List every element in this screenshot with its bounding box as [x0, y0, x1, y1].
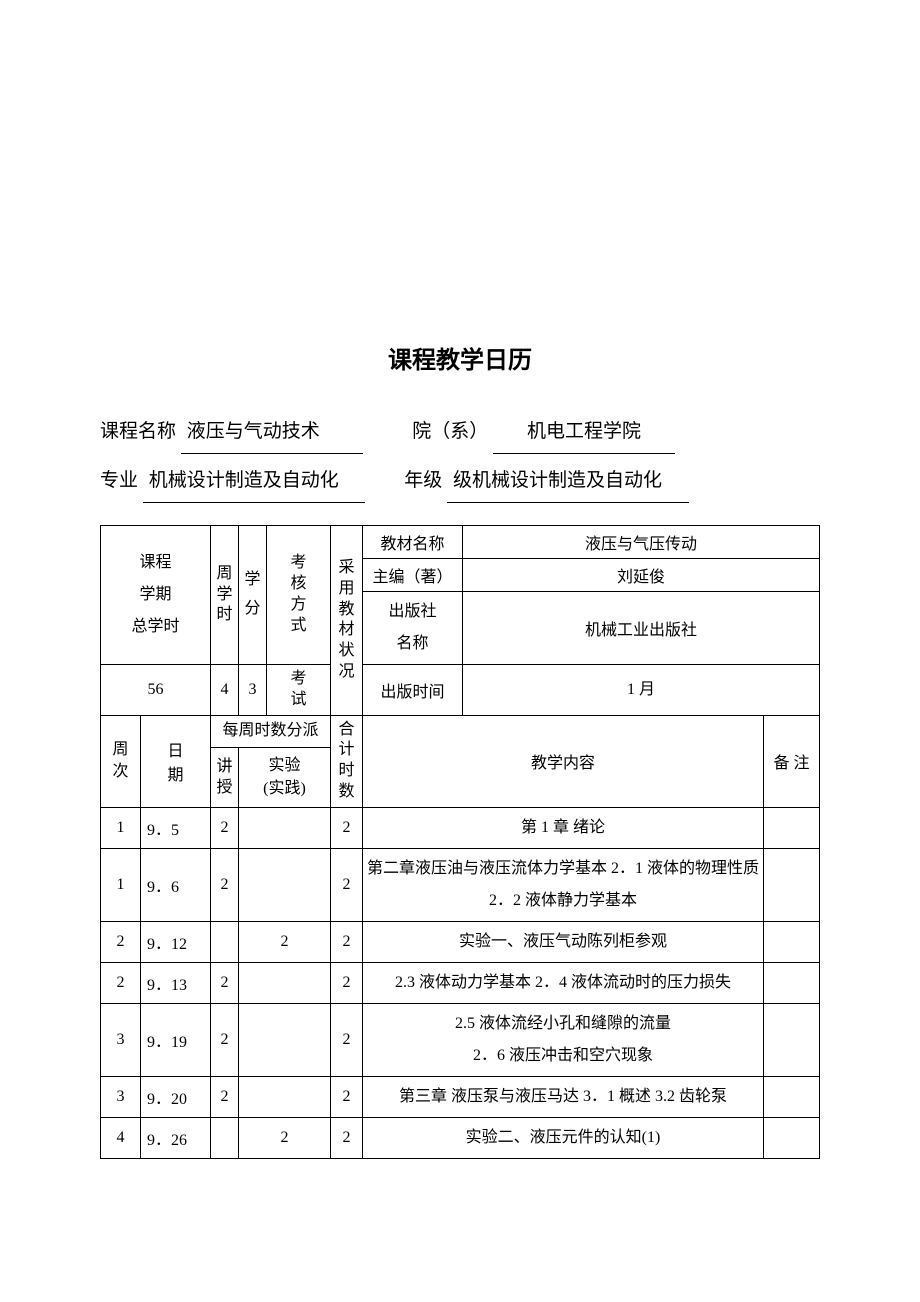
sh-total: 合计时数: [331, 715, 363, 807]
table-cell: [763, 1076, 819, 1117]
table-cell: [211, 1117, 239, 1158]
table-cell: 9．20: [141, 1076, 211, 1117]
table-cell: [763, 962, 819, 1003]
sh-lab: 实验 (实践): [239, 748, 331, 807]
table-cell: [763, 848, 819, 921]
table-cell: 2: [331, 921, 363, 962]
course-label: 课程名称: [100, 413, 176, 451]
table-row: 19．622第二章液压油与液压流体力学基本 2．1 液体的物理性质 2．2 液体…: [101, 848, 820, 921]
table-cell: 2: [331, 962, 363, 1003]
h-assess: 考核方式: [267, 526, 331, 665]
table-cell: [763, 921, 819, 962]
table-cell: 2: [101, 962, 141, 1003]
table-cell: 2: [331, 1076, 363, 1117]
sh-week: 周次: [101, 715, 141, 807]
grade-value: 级机械设计制造及自动化: [447, 462, 689, 503]
table-cell: 2: [211, 807, 239, 848]
table-row: 19．522第 1 章 绪论: [101, 807, 820, 848]
table-cell: [239, 1003, 331, 1076]
table-cell: 2: [211, 1003, 239, 1076]
content-cell: 实验一、液压气动陈列柜参观: [363, 921, 764, 962]
table-cell: 2: [331, 1117, 363, 1158]
sched-header-1: 周次 日 期 每周时数分派 合计时数 教学内容 备 注: [101, 715, 820, 748]
content-cell: 第三章 液压泵与液压马达 3．1 概述 3.2 齿轮泵: [363, 1076, 764, 1117]
content-cell: 2.3 液体动力学基本 2．4 液体流动时的压力损失: [363, 962, 764, 1003]
table-cell: [763, 1003, 819, 1076]
table-cell: [239, 848, 331, 921]
h-credit: 学 分: [239, 526, 267, 665]
dept-value: 机电工程学院: [493, 413, 675, 454]
table-cell: 9．6: [141, 848, 211, 921]
table-cell: [211, 921, 239, 962]
table-cell: 2: [331, 848, 363, 921]
table-cell: [239, 1076, 331, 1117]
table-cell: 2: [239, 921, 331, 962]
table-cell: 2: [211, 848, 239, 921]
table-cell: 3: [101, 1003, 141, 1076]
v-total: 56: [101, 665, 211, 716]
table-row: 39．2022第三章 液压泵与液压马达 3．1 概述 3.2 齿轮泵: [101, 1076, 820, 1117]
sh-notes: 备 注: [763, 715, 819, 807]
sh-lecture: 讲授: [211, 748, 239, 807]
major-label: 专业: [100, 462, 138, 500]
h-pubtime-v: 1 月: [463, 665, 820, 716]
grade-label: 年级: [404, 462, 442, 500]
table-cell: 2: [101, 921, 141, 962]
table-cell: 9．19: [141, 1003, 211, 1076]
dept-label: 院（系）: [412, 413, 488, 451]
table-cell: [239, 807, 331, 848]
table-row: 29．13222.3 液体动力学基本 2．4 液体流动时的压力损失: [101, 962, 820, 1003]
page-title: 课程教学日历: [100, 340, 820, 375]
h-pub-v: 机械工业出版社: [463, 592, 820, 665]
table-cell: 2: [211, 962, 239, 1003]
h-bookname-l: 教材名称: [363, 526, 463, 559]
h-editor-l: 主编（著）: [363, 559, 463, 592]
h-editor-v: 刘延俊: [463, 559, 820, 592]
h-pub-l: 出版社 名称: [363, 592, 463, 665]
info-line-1: 课程名称 液压与气动技术 院（系） 机电工程学院: [100, 413, 820, 454]
content-cell: 实验二、液压元件的认知(1): [363, 1117, 764, 1158]
major-value: 机械设计制造及自动化: [143, 462, 365, 503]
content-cell: 第 1 章 绪论: [363, 807, 764, 848]
h-textbook: 采用教材状况: [331, 526, 363, 716]
table-cell: [239, 962, 331, 1003]
header-row-4: 56 4 3 考试 出版时间 1 月: [101, 665, 820, 716]
header-row-1: 课程 学期 总学时 周 学 时 学 分 考核方式 采用教材状况 教材名称 液压与…: [101, 526, 820, 559]
table-cell: [763, 807, 819, 848]
table-cell: [763, 1117, 819, 1158]
sh-content: 教学内容: [363, 715, 764, 807]
table-row: 29．1222实验一、液压气动陈列柜参观: [101, 921, 820, 962]
table-cell: 1: [101, 848, 141, 921]
table-cell: 2: [331, 1003, 363, 1076]
v-assess: 考试: [267, 665, 331, 716]
table-cell: 9．12: [141, 921, 211, 962]
info-line-2: 专业 机械设计制造及自动化 年级 级机械设计制造及自动化: [100, 462, 820, 503]
table-cell: 1: [101, 807, 141, 848]
h-bookname-v: 液压与气压传动: [463, 526, 820, 559]
table-cell: 2: [211, 1076, 239, 1117]
table-cell: 9．5: [141, 807, 211, 848]
table-row: 39．19222.5 液体流经小孔和缝隙的流量 2．6 液压冲击和空穴现象: [101, 1003, 820, 1076]
content-cell: 第二章液压油与液压流体力学基本 2．1 液体的物理性质 2．2 液体静力学基本: [363, 848, 764, 921]
table-row: 49．2622实验二、液压元件的认知(1): [101, 1117, 820, 1158]
page: 课程教学日历 课程名称 液压与气动技术 院（系） 机电工程学院 专业 机械设计制…: [0, 0, 920, 1159]
sh-alloc: 每周时数分派: [211, 715, 331, 748]
sh-date: 日 期: [141, 715, 211, 807]
v-credit: 3: [239, 665, 267, 716]
table-cell: 9．13: [141, 962, 211, 1003]
content-cell: 2.5 液体流经小孔和缝隙的流量 2．6 液压冲击和空穴现象: [363, 1003, 764, 1076]
course-value: 液压与气动技术: [181, 413, 363, 454]
table-cell: 2: [239, 1117, 331, 1158]
table-cell: 2: [331, 807, 363, 848]
h-weekhours: 周 学 时: [211, 526, 239, 665]
table-cell: 4: [101, 1117, 141, 1158]
v-weekhours: 4: [211, 665, 239, 716]
main-table: 课程 学期 总学时 周 学 时 学 分 考核方式 采用教材状况 教材名称 液压与…: [100, 525, 820, 1159]
h-period: 课程 学期 总学时: [101, 526, 211, 665]
table-cell: 3: [101, 1076, 141, 1117]
h-pubtime-l: 出版时间: [363, 665, 463, 716]
table-cell: 9．26: [141, 1117, 211, 1158]
